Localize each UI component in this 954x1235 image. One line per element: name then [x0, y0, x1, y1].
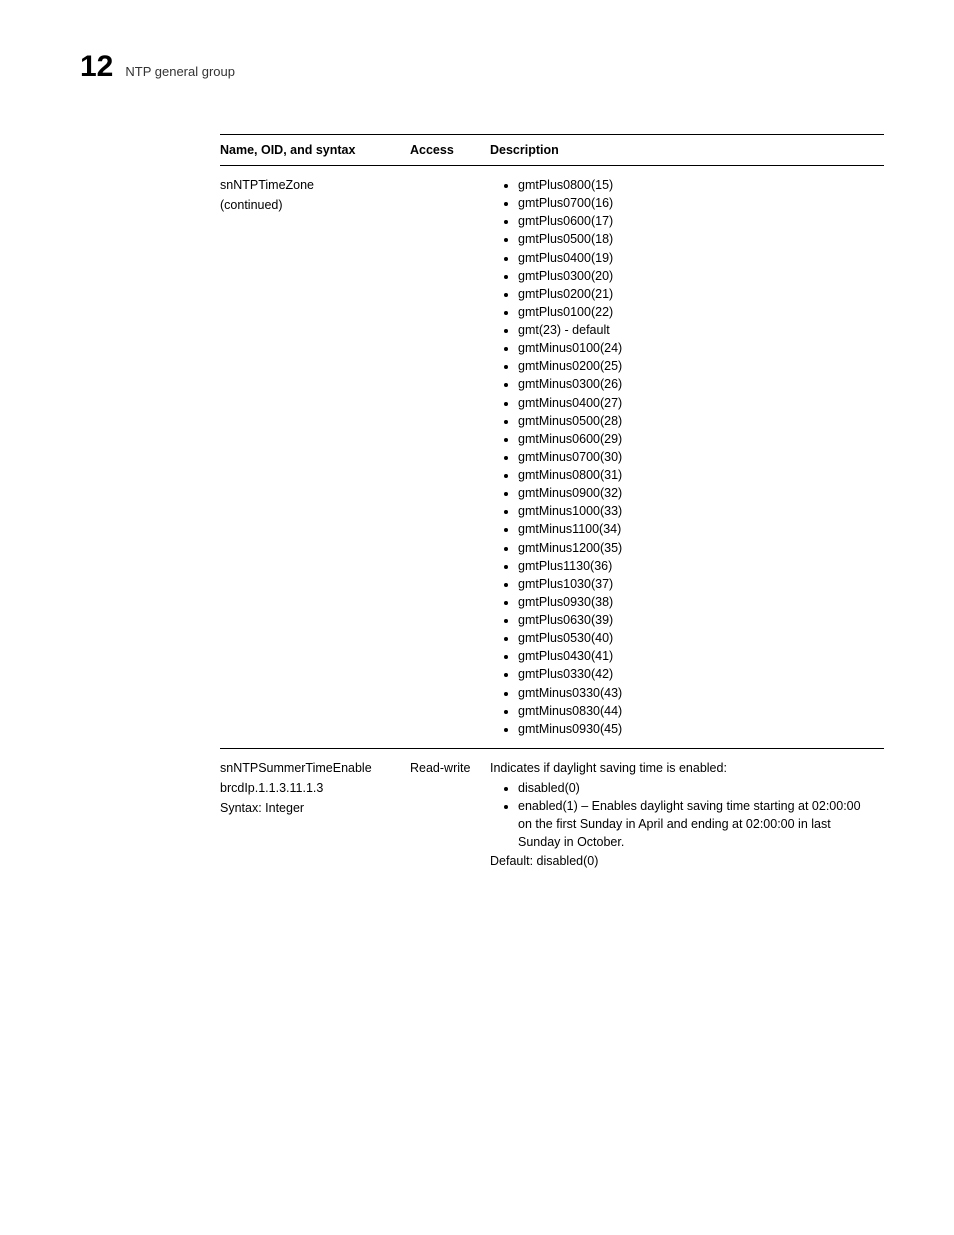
bullet-item: gmtMinus0500(28) — [518, 412, 874, 430]
bullet-item: gmtMinus0700(30) — [518, 448, 874, 466]
bullet-list: disabled(0)enabled(1) – Enables daylight… — [490, 779, 874, 852]
column-header-name: Name, OID, and syntax — [220, 135, 410, 166]
bullet-item: gmtPlus1130(36) — [518, 557, 874, 575]
bullet-list: gmtPlus0800(15)gmtPlus0700(16)gmtPlus060… — [490, 176, 874, 738]
mib-table: Name, OID, and syntax Access Description… — [220, 134, 884, 882]
name-line: Syntax: Integer — [220, 799, 400, 817]
cell-name: snNTPSummerTimeEnable brcdIp.1.1.3.11.1.3… — [220, 748, 410, 881]
table-row: snNTPTimeZone(continued)gmtPlus0800(15)g… — [220, 166, 884, 749]
bullet-item: gmtPlus0400(19) — [518, 249, 874, 267]
bullet-item: gmtPlus0430(41) — [518, 647, 874, 665]
name-line: brcdIp.1.1.3.11.1.3 — [220, 779, 400, 797]
column-header-access: Access — [410, 135, 490, 166]
bullet-item: gmtPlus0100(22) — [518, 303, 874, 321]
bullet-item: gmtPlus0200(21) — [518, 285, 874, 303]
description-intro: Indicates if daylight saving time is ena… — [490, 759, 874, 777]
cell-access: Read-write — [410, 748, 490, 881]
bullet-item: gmtMinus0200(25) — [518, 357, 874, 375]
name-line: snNTPTimeZone — [220, 176, 400, 194]
bullet-item: gmtMinus0900(32) — [518, 484, 874, 502]
bullet-item: gmtMinus0830(44) — [518, 702, 874, 720]
bullet-item: gmtPlus0800(15) — [518, 176, 874, 194]
table-header-row: Name, OID, and syntax Access Description — [220, 135, 884, 166]
bullet-item: gmtPlus1030(37) — [518, 575, 874, 593]
bullet-item: enabled(1) – Enables daylight saving tim… — [518, 797, 874, 851]
bullet-item: gmtMinus0330(43) — [518, 684, 874, 702]
bullet-item: gmtMinus0100(24) — [518, 339, 874, 357]
name-line: snNTPSummerTimeEnable — [220, 759, 400, 777]
bullet-item: gmtPlus0530(40) — [518, 629, 874, 647]
bullet-item: gmtMinus0800(31) — [518, 466, 874, 484]
bullet-item: gmtPlus0630(39) — [518, 611, 874, 629]
bullet-item: gmtMinus0600(29) — [518, 430, 874, 448]
page-header: 12 NTP general group — [80, 50, 884, 84]
bullet-item: gmtPlus0930(38) — [518, 593, 874, 611]
bullet-item: gmtMinus1000(33) — [518, 502, 874, 520]
name-line: (continued) — [220, 196, 400, 214]
cell-description: gmtPlus0800(15)gmtPlus0700(16)gmtPlus060… — [490, 166, 884, 749]
bullet-item: gmtMinus1100(34) — [518, 520, 874, 538]
page-container: 12 NTP general group Name, OID, and synt… — [0, 0, 954, 922]
bullet-item: gmtMinus0930(45) — [518, 720, 874, 738]
bullet-item: gmtPlus0600(17) — [518, 212, 874, 230]
chapter-number: 12 — [80, 50, 113, 84]
bullet-item: gmt(23) - default — [518, 321, 874, 339]
header-title: NTP general group — [125, 64, 235, 79]
cell-name: snNTPTimeZone (continued) — [220, 166, 410, 749]
bullet-item: gmtPlus0500(18) — [518, 230, 874, 248]
bullet-item: gmtMinus0400(27) — [518, 394, 874, 412]
bullet-item: gmtMinus1200(35) — [518, 539, 874, 557]
column-header-description: Description — [490, 135, 884, 166]
cell-access — [410, 166, 490, 749]
bullet-item: gmtPlus0330(42) — [518, 665, 874, 683]
description-after: Default: disabled(0) — [490, 852, 874, 870]
bullet-item: disabled(0) — [518, 779, 874, 797]
cell-description: Indicates if daylight saving time is ena… — [490, 748, 884, 881]
bullet-item: gmtPlus0300(20) — [518, 267, 874, 285]
table-row: snNTPSummerTimeEnable brcdIp.1.1.3.11.1.3… — [220, 748, 884, 881]
bullet-item: gmtMinus0300(26) — [518, 375, 874, 393]
bullet-item: gmtPlus0700(16) — [518, 194, 874, 212]
